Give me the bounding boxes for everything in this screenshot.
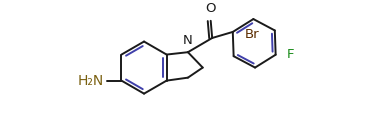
Text: Br: Br [245,28,259,41]
Text: N: N [183,34,193,47]
Text: O: O [205,3,216,16]
Text: H₂N: H₂N [77,74,103,88]
Text: F: F [287,48,294,61]
